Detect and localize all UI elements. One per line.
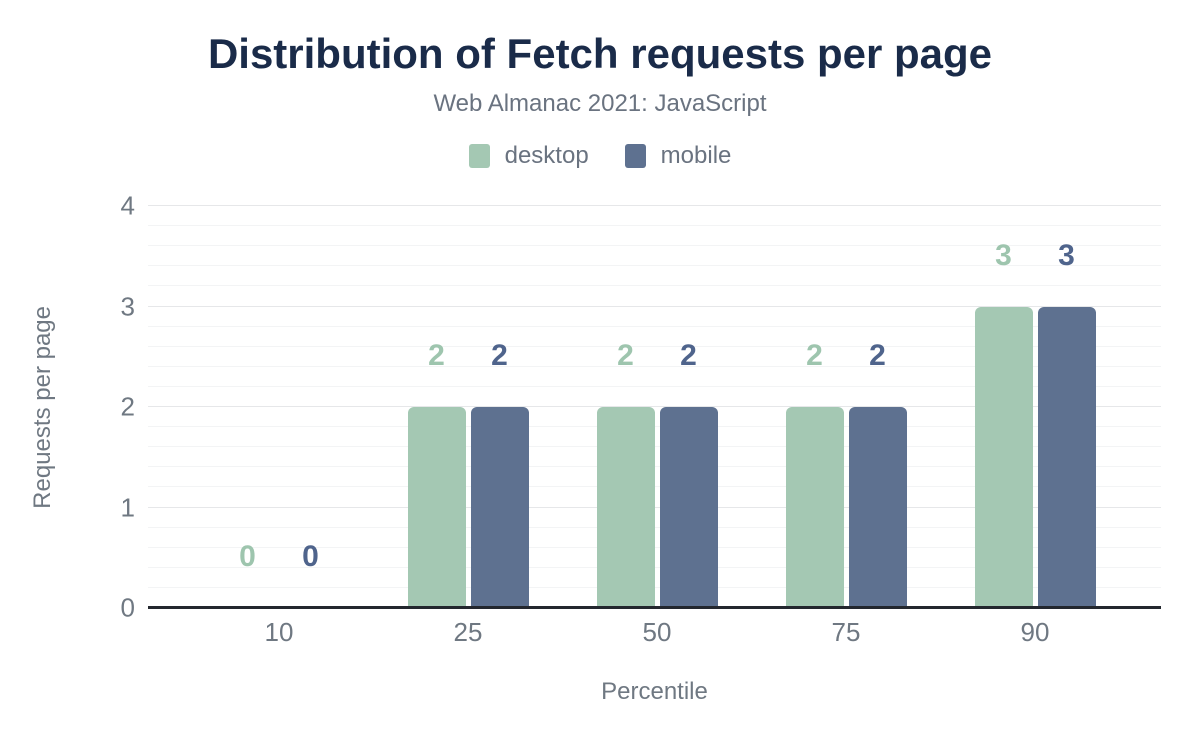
bar-mobile-p25[interactable]	[470, 407, 529, 608]
minor-gridline-3.4	[148, 265, 1161, 267]
legend-item-mobile: mobile	[624, 142, 732, 170]
x-tick-label-10: 10	[264, 617, 294, 647]
y-tick-label-3: 3	[120, 291, 135, 321]
y-tick-label-2: 2	[120, 391, 135, 422]
legend: desktop mobile	[0, 142, 1200, 170]
major-gridline-3.0	[148, 305, 1161, 307]
bar-value-mobile-p75: 2	[869, 339, 886, 372]
x-tick-label-90: 90	[1020, 617, 1050, 647]
bar-mobile-p50[interactable]	[659, 407, 718, 608]
major-gridline-4.0	[148, 205, 1161, 206]
bar-value-desktop-p10: 0	[239, 540, 256, 573]
bar-mobile-p90[interactable]	[1037, 306, 1096, 608]
bar-value-mobile-p25: 2	[491, 339, 508, 372]
y-axis-title-text: Requests per page	[29, 305, 56, 509]
minor-gridline-0.6	[148, 546, 1161, 548]
major-gridline-2.0	[148, 406, 1161, 407]
bar-value-mobile-p90: 3	[1058, 238, 1075, 272]
x-tick-label-75: 75	[831, 617, 861, 647]
legend-item-desktop: desktop	[468, 142, 589, 170]
x-axis-line	[148, 606, 1161, 609]
y-tick-label-1: 1	[120, 492, 135, 522]
x-axis-title: Percentile	[601, 678, 708, 705]
desktop-legend-swatch-icon	[468, 144, 490, 168]
bar-value-desktop-p90: 3	[995, 238, 1012, 272]
minor-gridline-2.4	[148, 365, 1161, 367]
minor-gridline-3.8	[148, 225, 1161, 227]
bar-value-mobile-p50: 2	[680, 339, 697, 372]
chart-title: Distribution of Fetch requests per page	[207, 30, 993, 77]
bar-desktop-p75[interactable]	[785, 407, 844, 608]
x-tick-label-50: 50	[642, 617, 672, 647]
bar-value-desktop-p75: 2	[806, 339, 823, 372]
minor-gridline-1.2	[148, 486, 1161, 488]
minor-gridline-1.8	[148, 426, 1161, 428]
bar-value-mobile-p10: 0	[302, 540, 319, 573]
bar-desktop-p90[interactable]	[974, 306, 1033, 608]
minor-gridline-1.6	[148, 446, 1161, 448]
x-axis-ticks: 10 25 50 75 90	[148, 617, 1161, 647]
minor-gridline-0.4	[148, 566, 1161, 568]
bar-mobile-p75[interactable]	[848, 407, 907, 608]
minor-gridline-1.4	[148, 466, 1161, 468]
bar-desktop-p50[interactable]	[596, 407, 655, 608]
desktop-legend-label: desktop	[504, 142, 589, 169]
y-axis-title: Requests per page	[28, 206, 58, 608]
y-tick-label-0: 0	[120, 592, 135, 623]
major-gridline-1.0	[148, 506, 1161, 508]
x-tick-label-25: 25	[453, 617, 483, 647]
bar-desktop-p25[interactable]	[407, 407, 466, 608]
bar-value-desktop-p50: 2	[617, 339, 634, 372]
minor-gridline-0.8	[148, 526, 1161, 528]
mobile-legend-swatch-icon	[624, 144, 646, 168]
y-axis-ticks: 0 1 2 3 4	[85, 191, 135, 623]
mobile-legend-label: mobile	[660, 142, 732, 169]
minor-gridline-3.6	[148, 245, 1161, 247]
bar-value-desktop-p25: 2	[428, 339, 445, 372]
y-tick-label-4: 4	[120, 190, 135, 221]
chart-subtitle: Web Almanac 2021: JavaScript	[433, 90, 767, 117]
minor-gridline-2.8	[148, 325, 1161, 327]
minor-gridline-3.2	[148, 285, 1161, 287]
minor-gridline-2.2	[148, 385, 1161, 387]
minor-gridline-0.2	[148, 586, 1161, 588]
minor-gridline-2.6	[148, 345, 1161, 347]
